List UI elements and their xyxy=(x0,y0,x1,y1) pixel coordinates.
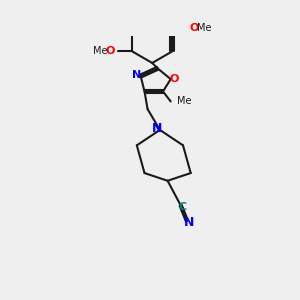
Text: Me: Me xyxy=(177,96,191,106)
Text: O: O xyxy=(170,74,179,84)
Text: Me: Me xyxy=(197,23,212,33)
Text: N: N xyxy=(184,216,194,229)
Text: O: O xyxy=(189,23,199,33)
Text: C: C xyxy=(179,202,187,212)
Text: N: N xyxy=(132,70,141,80)
Text: O: O xyxy=(106,46,115,56)
Text: N: N xyxy=(152,122,162,135)
Text: Me: Me xyxy=(93,46,108,56)
